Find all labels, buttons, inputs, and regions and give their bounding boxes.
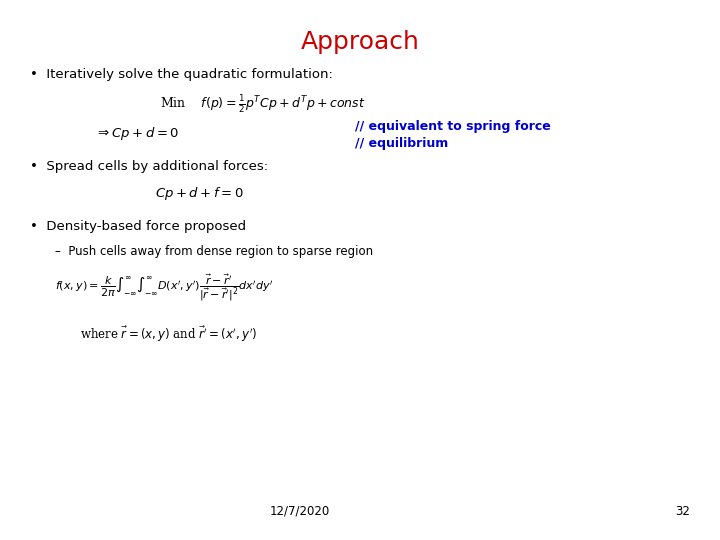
Text: $f(x,y) = \dfrac{k}{2\pi} \int_{-\infty}^{\infty} \int_{-\infty}^{\infty} D(x', : $f(x,y) = \dfrac{k}{2\pi} \int_{-\infty}… [55, 272, 274, 303]
Text: •  Iteratively solve the quadratic formulation:: • Iteratively solve the quadratic formul… [30, 68, 333, 81]
Text: where $\vec{r} = (x, y)$ and $\vec{r}' = (x', y')$: where $\vec{r} = (x, y)$ and $\vec{r}' =… [80, 325, 257, 344]
Text: 12/7/2020: 12/7/2020 [270, 505, 330, 518]
Text: •  Spread cells by additional forces:: • Spread cells by additional forces: [30, 160, 268, 173]
Text: –  Push cells away from dense region to sparse region: – Push cells away from dense region to s… [55, 245, 373, 258]
Text: // equivalent to spring force: // equivalent to spring force [355, 120, 551, 133]
Text: •  Density-based force proposed: • Density-based force proposed [30, 220, 246, 233]
Text: 32: 32 [675, 505, 690, 518]
Text: $\Rightarrow Cp + d = 0$: $\Rightarrow Cp + d = 0$ [95, 125, 179, 142]
Text: Min    $f(p) = \frac{1}{2} p^T Cp + d^T p + const$: Min $f(p) = \frac{1}{2} p^T Cp + d^T p +… [160, 93, 366, 115]
Text: Approach: Approach [300, 30, 420, 54]
Text: $Cp + d + f = 0$: $Cp + d + f = 0$ [155, 185, 244, 202]
Text: // equilibrium: // equilibrium [355, 137, 449, 150]
